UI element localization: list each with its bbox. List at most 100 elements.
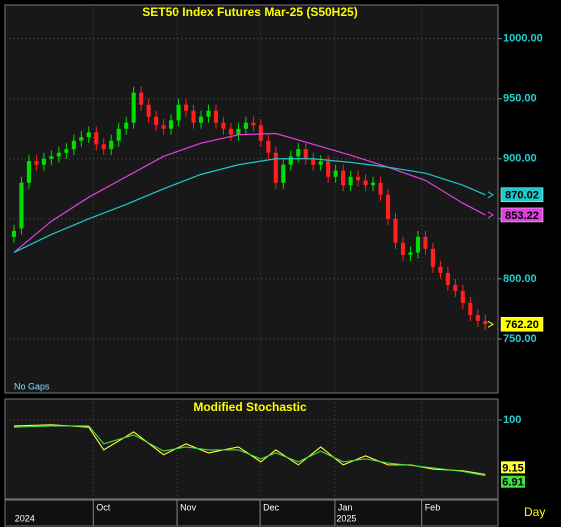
moving-average bbox=[13, 132, 486, 253]
y-tick-label: 800.00 bbox=[503, 273, 537, 285]
last-arrow bbox=[487, 320, 494, 328]
x-tick-label: Dec bbox=[263, 502, 280, 512]
candle-body bbox=[430, 248, 435, 267]
candle-body bbox=[400, 242, 406, 255]
candle-body bbox=[356, 176, 361, 181]
last-value-box bbox=[501, 461, 525, 474]
candle-body bbox=[183, 104, 189, 111]
chart-title: SET50 Index Futures Mar-25 (S50H25) bbox=[142, 5, 357, 19]
candle-body bbox=[198, 116, 204, 123]
candle-body bbox=[41, 158, 46, 165]
last-arrow bbox=[487, 191, 494, 199]
last-value-label: 762.20 bbox=[505, 319, 539, 331]
moving-average bbox=[13, 158, 486, 253]
candle-body bbox=[303, 149, 308, 159]
last-value-box bbox=[500, 317, 544, 332]
year-label: 2025 bbox=[336, 513, 356, 523]
candle-body bbox=[236, 128, 241, 135]
y-tick-label: 750.00 bbox=[503, 333, 537, 345]
candle-body bbox=[124, 122, 129, 129]
y-tick-label: 100 bbox=[503, 414, 521, 426]
candle-body bbox=[56, 152, 61, 157]
x-tick-label: Oct bbox=[96, 502, 111, 512]
candle-body bbox=[385, 194, 391, 219]
candle-body bbox=[101, 144, 106, 150]
price-panel bbox=[4, 4, 499, 394]
candle-body bbox=[415, 236, 421, 253]
candle-body bbox=[408, 252, 413, 255]
candle-body bbox=[438, 266, 443, 273]
y-tick-label: 1000.00 bbox=[503, 33, 543, 45]
candle-body bbox=[146, 104, 151, 117]
candle-body bbox=[258, 125, 263, 141]
stochastic-line bbox=[13, 425, 486, 477]
candle-body bbox=[423, 236, 428, 249]
candle-body bbox=[191, 110, 196, 123]
candle-body bbox=[213, 110, 219, 123]
last-value-box bbox=[501, 475, 525, 488]
candle-body bbox=[326, 161, 331, 177]
candle-body bbox=[26, 161, 31, 183]
candle-body bbox=[154, 116, 159, 126]
candle-body bbox=[475, 314, 480, 321]
last-value-label: 853.22 bbox=[505, 210, 539, 222]
candle-body bbox=[348, 176, 353, 186]
candle-body bbox=[11, 230, 17, 237]
candle-body bbox=[206, 110, 211, 117]
candle-body bbox=[161, 125, 166, 129]
year-label: 2024 bbox=[15, 513, 35, 523]
last-value-label: 9.15 bbox=[502, 462, 523, 474]
candle-body bbox=[131, 92, 136, 123]
candle-body bbox=[34, 161, 39, 165]
candle-body bbox=[288, 156, 293, 165]
candle-body bbox=[371, 182, 376, 186]
last-value-box bbox=[500, 187, 544, 203]
candle-body bbox=[266, 140, 271, 153]
candle-body bbox=[71, 140, 76, 150]
candle-body bbox=[49, 156, 54, 159]
candle-body bbox=[228, 128, 233, 135]
candle-body bbox=[109, 140, 114, 150]
candle-body bbox=[19, 182, 24, 229]
x-tick-label: Feb bbox=[425, 502, 441, 512]
candle-body bbox=[221, 122, 226, 129]
candle-body bbox=[116, 128, 121, 141]
candle-body bbox=[311, 158, 316, 165]
candle-body bbox=[318, 161, 323, 165]
stochastic-panel bbox=[4, 398, 499, 500]
last-value-label: 870.02 bbox=[505, 190, 539, 202]
candle-body bbox=[79, 137, 84, 141]
candle-body bbox=[281, 164, 286, 183]
last-arrow bbox=[487, 211, 494, 219]
x-tick-label: Nov bbox=[180, 502, 197, 512]
candle-body bbox=[483, 320, 488, 325]
candle-body bbox=[139, 92, 144, 105]
candle-body bbox=[445, 272, 450, 285]
candle-body bbox=[378, 182, 383, 195]
candle-body bbox=[273, 152, 278, 183]
y-tick-label: 900.00 bbox=[503, 153, 537, 165]
x-tick-label: Jan bbox=[338, 502, 353, 512]
candle-body bbox=[333, 170, 338, 177]
stochastic-title: Modified Stochastic bbox=[193, 400, 307, 414]
candle-body bbox=[453, 284, 458, 291]
candle-body bbox=[94, 132, 99, 145]
candle-body bbox=[296, 149, 301, 157]
candle-body bbox=[363, 180, 368, 186]
candle-body bbox=[243, 122, 248, 129]
last-value-box bbox=[500, 207, 544, 223]
candle-body bbox=[468, 302, 473, 315]
time-axis bbox=[4, 499, 499, 527]
candle-body bbox=[341, 170, 346, 186]
last-value-label: 6.91 bbox=[502, 477, 523, 489]
candle-body bbox=[86, 132, 91, 138]
candle-body bbox=[251, 122, 256, 126]
note: No Gaps bbox=[14, 381, 50, 391]
candle-body bbox=[176, 104, 181, 121]
period-label: Day bbox=[524, 505, 545, 519]
candle-body bbox=[393, 218, 398, 243]
candle-body bbox=[169, 120, 174, 129]
candle-body bbox=[64, 149, 69, 153]
candle-body bbox=[460, 290, 465, 303]
